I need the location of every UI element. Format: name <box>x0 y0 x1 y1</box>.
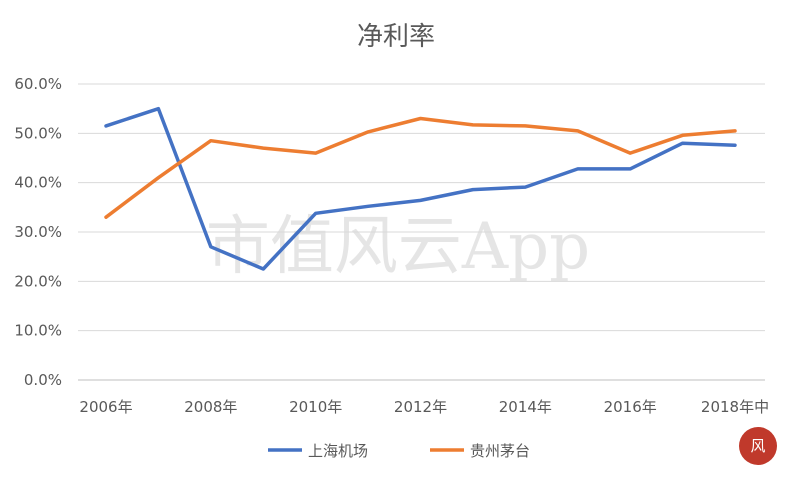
x-tick-label: 2016年 <box>604 398 657 416</box>
x-axis-ticks: 2006年 2008年 2010年 2012年 2014年 2016年 2018年中 <box>79 398 769 416</box>
x-tick-label: 2012年 <box>394 398 447 416</box>
y-tick-label: 10.0% <box>14 322 62 340</box>
seal-logo-icon: 风 <box>739 427 777 465</box>
legend-label: 贵州茅台 <box>470 442 530 460</box>
x-tick-label: 2010年 <box>289 398 342 416</box>
series-lines <box>104 106 737 271</box>
x-tick-label: 2006年 <box>79 398 132 416</box>
x-tick-label: 2008年 <box>184 398 237 416</box>
series-line-1 <box>104 106 737 271</box>
svg-text:风: 风 <box>750 437 765 455</box>
series-line-2 <box>104 116 737 219</box>
y-tick-label: 30.0% <box>14 223 62 241</box>
grid <box>78 83 765 381</box>
y-tick-label: 60.0% <box>14 75 62 93</box>
y-tick-label: 20.0% <box>14 272 62 290</box>
y-axis-ticks: 0.0% 10.0% 20.0% 30.0% 40.0% 50.0% 60.0% <box>14 75 62 389</box>
legend: 上海机场 贵州茅台 <box>268 442 530 460</box>
x-tick-label: 2014年 <box>499 398 552 416</box>
x-tick-label: 2018年中 <box>701 398 769 416</box>
watermark-text: 市值风云App <box>206 210 590 284</box>
y-tick-label: 50.0% <box>14 124 62 142</box>
legend-label: 上海机场 <box>308 442 368 460</box>
y-tick-label: 40.0% <box>14 174 62 192</box>
chart-title: 净利率 <box>357 22 435 52</box>
y-tick-label: 0.0% <box>24 371 62 389</box>
